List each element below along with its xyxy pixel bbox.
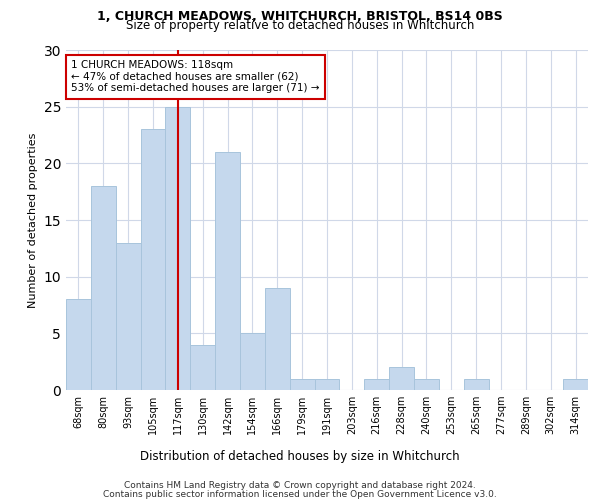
Text: Contains HM Land Registry data © Crown copyright and database right 2024.: Contains HM Land Registry data © Crown c… xyxy=(124,481,476,490)
Bar xyxy=(290,378,314,390)
Bar xyxy=(314,378,340,390)
Text: Contains public sector information licensed under the Open Government Licence v3: Contains public sector information licen… xyxy=(103,490,497,499)
Bar xyxy=(66,300,91,390)
Bar xyxy=(190,344,215,390)
Text: Size of property relative to detached houses in Whitchurch: Size of property relative to detached ho… xyxy=(126,19,474,32)
Bar xyxy=(364,378,389,390)
Y-axis label: Number of detached properties: Number of detached properties xyxy=(28,132,38,308)
Bar xyxy=(414,378,439,390)
Bar xyxy=(140,130,166,390)
Bar xyxy=(563,378,588,390)
Bar xyxy=(389,368,414,390)
Bar xyxy=(464,378,488,390)
Bar xyxy=(265,288,290,390)
Bar xyxy=(166,106,190,390)
Text: 1 CHURCH MEADOWS: 118sqm
← 47% of detached houses are smaller (62)
53% of semi-d: 1 CHURCH MEADOWS: 118sqm ← 47% of detach… xyxy=(71,60,320,94)
Bar xyxy=(116,242,140,390)
Bar xyxy=(215,152,240,390)
Bar xyxy=(240,334,265,390)
Bar xyxy=(91,186,116,390)
Text: 1, CHURCH MEADOWS, WHITCHURCH, BRISTOL, BS14 0BS: 1, CHURCH MEADOWS, WHITCHURCH, BRISTOL, … xyxy=(97,10,503,23)
Text: Distribution of detached houses by size in Whitchurch: Distribution of detached houses by size … xyxy=(140,450,460,463)
